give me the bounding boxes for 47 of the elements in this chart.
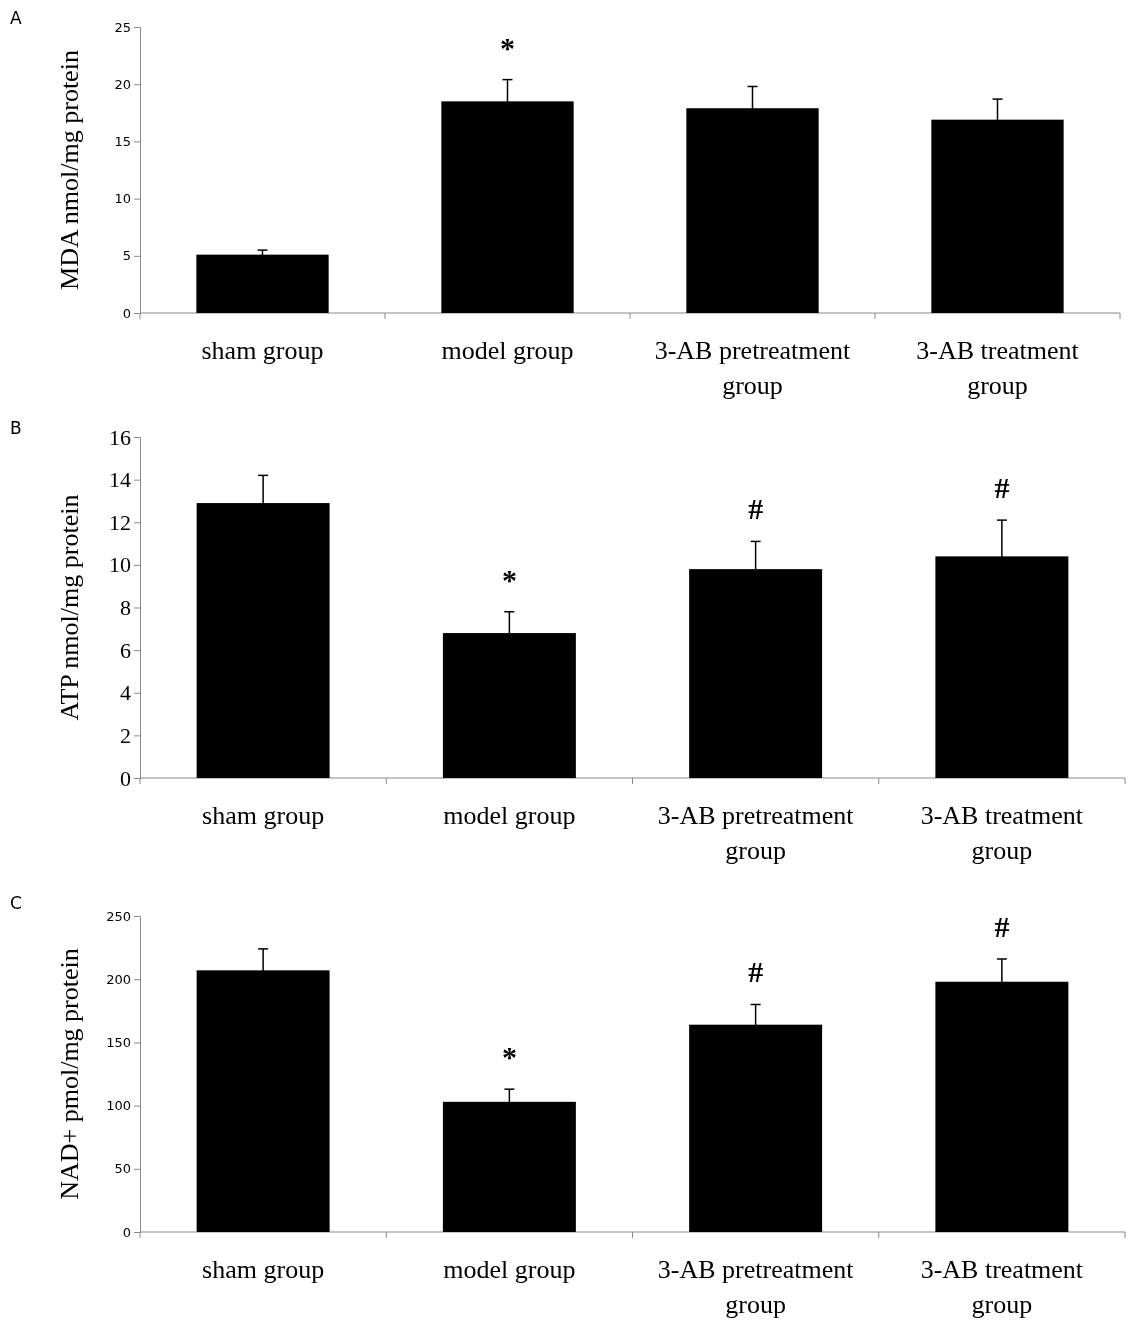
x-tick-label: 3-AB treatment group: [916, 336, 1080, 400]
x-tick-label: model group: [441, 336, 574, 365]
y-tick-label: 6: [120, 637, 131, 663]
x-tick-label: sham group: [201, 336, 324, 365]
y-tick-label: 20: [114, 76, 131, 92]
x-tick-label: sham group: [202, 801, 325, 830]
data-label: #: [748, 492, 764, 526]
data-label: #: [994, 909, 1010, 943]
y-tick-label: 5: [122, 248, 131, 264]
data-label: *: [501, 562, 517, 596]
chart-title: A: [10, 8, 22, 28]
y-tick-label: 10: [114, 191, 131, 207]
x-tick-label: model group: [443, 1255, 576, 1284]
chart-title: B: [10, 418, 22, 438]
y-tick-label: 100: [106, 1098, 131, 1114]
y-tick-label: 25: [114, 19, 131, 35]
x-tick-label: sham group: [202, 1255, 325, 1284]
x-tick-label: 3-AB pretreatment group: [654, 336, 852, 400]
y-tick-label: 50: [114, 1161, 131, 1177]
y-tick-label: 0: [120, 765, 131, 791]
y-tick-label: 8: [120, 595, 131, 621]
y-tick-label: 2: [120, 722, 131, 748]
data-label: #: [748, 955, 764, 989]
y-tick-label: 4: [120, 680, 131, 706]
y-axis-title: MDA nmol/mg protein: [55, 50, 84, 290]
data-label: #: [994, 471, 1010, 505]
bar: [196, 254, 329, 313]
data-label: *: [501, 1040, 517, 1074]
y-tick-label: 14: [109, 467, 131, 493]
x-tick-label: 3-AB pretreatment group: [657, 801, 855, 865]
x-tick-label: 3-AB treatment group: [920, 801, 1084, 865]
chart-title: C: [10, 893, 22, 913]
y-tick-label: 16: [109, 424, 131, 450]
y-tick-label: 150: [106, 1035, 131, 1051]
y-tick-label: 12: [109, 509, 131, 535]
x-tick-label: 3-AB treatment group: [920, 1255, 1084, 1319]
y-tick-label: 0: [122, 1224, 131, 1240]
y-tick-label: 0: [122, 305, 131, 321]
y-axis-title: ATP nmol/mg protein: [55, 494, 84, 721]
y-tick-label: 10: [109, 552, 131, 578]
y-tick-label: 15: [114, 134, 131, 150]
y-tick-label: 250: [106, 908, 131, 924]
x-tick-label: 3-AB pretreatment group: [657, 1255, 855, 1319]
x-tick-label: model group: [443, 801, 576, 830]
y-axis-title: NAD+ pmol/mg protein: [55, 948, 84, 1200]
data-label: *: [500, 30, 515, 64]
y-tick-label: 200: [106, 971, 131, 987]
